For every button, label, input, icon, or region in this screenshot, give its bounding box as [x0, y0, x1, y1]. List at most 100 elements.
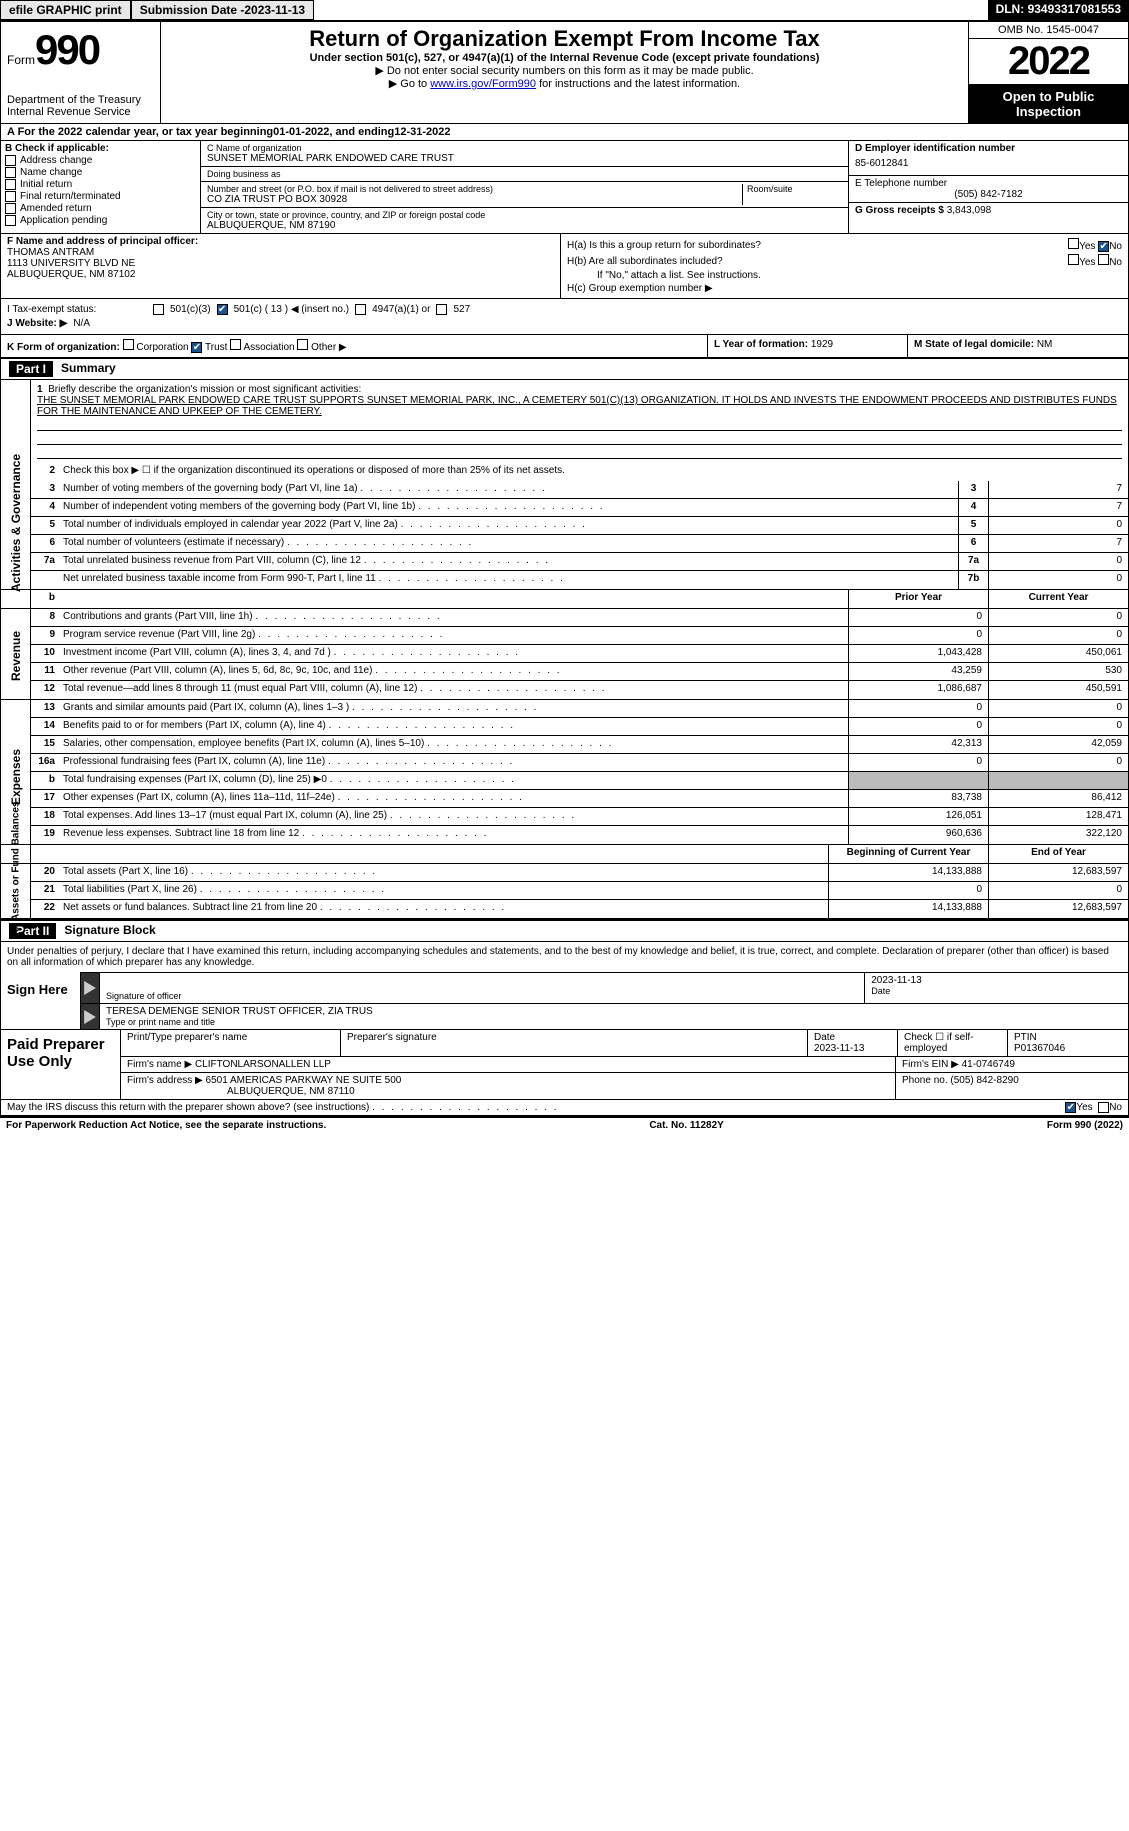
- row-text: Check this box ▶ ☐ if the organization d…: [59, 463, 1128, 481]
- row-num: 18: [31, 808, 59, 825]
- block-e: E Telephone number (505) 842-7182: [849, 176, 1128, 203]
- officer-name: THOMAS ANTRAM: [7, 247, 554, 258]
- row-val: 7: [988, 535, 1128, 552]
- checkbox-icon[interactable]: [1068, 238, 1079, 249]
- prep-sig-cell: Preparer's signature: [341, 1030, 808, 1056]
- row-prior-year: 42,313: [848, 736, 988, 753]
- dln-value: 93493317081553: [1028, 2, 1121, 16]
- chk-amended-return[interactable]: Amended return: [5, 203, 196, 214]
- prep-name-lbl: Print/Type preparer's name: [127, 1032, 334, 1043]
- row-text: Revenue less expenses. Subtract line 18 …: [59, 826, 848, 844]
- col-b: B Check if applicable: Address change Na…: [1, 141, 201, 233]
- chk-application-pending[interactable]: Application pending: [5, 215, 196, 226]
- row-num: 19: [31, 826, 59, 844]
- row-val: 7: [988, 481, 1128, 498]
- no-label: No: [1109, 257, 1122, 268]
- state-domicile: NM: [1037, 339, 1053, 350]
- row-current-year: [988, 772, 1128, 789]
- row-current-year: 0: [988, 627, 1128, 644]
- sig-table: Sign Here Signature of officer 2023-11-1…: [1, 972, 1128, 1029]
- rev-body: 8 Contributions and grants (Part VIII, l…: [31, 609, 1128, 699]
- checkbox-icon[interactable]: [436, 304, 447, 315]
- firm-ein-lbl: Firm's EIN ▶: [902, 1059, 959, 1070]
- sidebar-activities: Activities & Governance: [1, 380, 31, 589]
- row-text: Net assets or fund balances. Subtract li…: [59, 900, 828, 918]
- line-a-begin: 01-01-2022: [273, 126, 329, 138]
- i-4947: 4947(a)(1) or: [372, 304, 430, 315]
- topbar: efile GRAPHIC print Submission Date - 20…: [0, 0, 1129, 20]
- summary-row: 2 Check this box ▶ ☐ if the organization…: [31, 463, 1128, 481]
- row-num: 22: [31, 900, 59, 918]
- row-current-year: 128,471: [988, 808, 1128, 825]
- row-current-year: 0: [988, 882, 1128, 899]
- h-a-answers: Yes ✔No: [1068, 238, 1122, 252]
- checkbox-icon[interactable]: [1068, 254, 1079, 265]
- checkbox-icon[interactable]: [1098, 1102, 1109, 1113]
- signature-block: Under penalties of perjury, I declare th…: [0, 942, 1129, 1030]
- checkbox-checked-icon[interactable]: ✔: [191, 342, 202, 353]
- checkbox-icon: [5, 155, 16, 166]
- chk-label: Address change: [20, 155, 92, 166]
- checkbox-icon[interactable]: [230, 339, 241, 350]
- street-value: CO ZIA TRUST PO BOX 30928: [207, 194, 742, 205]
- k-assoc: Association: [243, 342, 294, 353]
- sub3-pre: ▶ Go to: [389, 78, 430, 90]
- b-label: B Check if applicable:: [5, 143, 196, 154]
- row-num: [31, 571, 59, 589]
- summary-row: 6 Total number of volunteers (estimate i…: [31, 535, 1128, 553]
- department: Department of the Treasury Internal Reve…: [7, 94, 154, 118]
- paid-row-2: Firm's name ▶ CLIFTONLARSONALLEN LLP Fir…: [121, 1057, 1128, 1073]
- checkbox-icon[interactable]: [1098, 254, 1109, 265]
- rule-line: [37, 445, 1122, 459]
- h-b-answers: Yes No: [1068, 254, 1122, 268]
- row-prior-year: 960,636: [848, 826, 988, 844]
- dln: DLN: 93493317081553: [988, 0, 1129, 20]
- row-prior-year: 0: [828, 882, 988, 899]
- checkbox-checked-icon[interactable]: ✔: [1098, 241, 1109, 252]
- row-num: 5: [31, 517, 59, 534]
- summary-row: 8 Contributions and grants (Part VIII, l…: [31, 609, 1128, 627]
- chk-address-change[interactable]: Address change: [5, 155, 196, 166]
- chk-final-return[interactable]: Final return/terminated: [5, 191, 196, 202]
- sig-row-1: Signature of officer 2023-11-13 Date: [81, 972, 1128, 1003]
- row-text: Total number of individuals employed in …: [59, 517, 958, 534]
- block-klm: K Form of organization: Corporation ✔ Tr…: [0, 335, 1129, 358]
- net-body: 20 Total assets (Part X, line 16) 14,133…: [31, 864, 1128, 918]
- hdr-prior-year: Prior Year: [848, 590, 988, 608]
- firm-ein-cell: Firm's EIN ▶ 41-0746749: [896, 1057, 1128, 1072]
- checkbox-icon[interactable]: [153, 304, 164, 315]
- summary-row: 14 Benefits paid to or for members (Part…: [31, 718, 1128, 736]
- part-1-num: Part I: [9, 361, 53, 377]
- checkbox-icon[interactable]: [297, 339, 308, 350]
- row-num: 7a: [31, 553, 59, 570]
- row-text: Total liabilities (Part X, line 26): [59, 882, 828, 899]
- checkbox-checked-icon[interactable]: ✔: [217, 304, 228, 315]
- row-current-year: 0: [988, 718, 1128, 735]
- row-num: 20: [31, 864, 59, 881]
- irs-link[interactable]: www.irs.gov/Form990: [430, 78, 536, 90]
- net-hdr: Beginning of Current Year End of Year: [31, 845, 1128, 863]
- firm-addr-lbl: Firm's address ▶: [127, 1075, 203, 1086]
- submission-date: Submission Date - 2023-11-13: [131, 0, 314, 20]
- summary-row: 7a Total unrelated business revenue from…: [31, 553, 1128, 571]
- checkbox-icon[interactable]: [123, 339, 134, 350]
- chk-initial-return[interactable]: Initial return: [5, 179, 196, 190]
- row-num: 14: [31, 718, 59, 735]
- chk-name-change[interactable]: Name change: [5, 167, 196, 178]
- discuss-no: No: [1109, 1102, 1122, 1113]
- row-current-year: 0: [988, 700, 1128, 717]
- k-lbl: K Form of organization:: [7, 342, 120, 353]
- sig-date-lbl: Date: [871, 986, 1122, 996]
- row-box: 7a: [958, 553, 988, 570]
- row-num: 8: [31, 609, 59, 626]
- checkbox-icon[interactable]: [355, 304, 366, 315]
- footer-left: For Paperwork Reduction Act Notice, see …: [6, 1120, 326, 1131]
- efile-print-button[interactable]: efile GRAPHIC print: [0, 0, 131, 20]
- summary-row: 10 Investment income (Part VIII, column …: [31, 645, 1128, 663]
- row-current-year: 0: [988, 609, 1128, 626]
- summary-row: 22 Net assets or fund balances. Subtract…: [31, 900, 1128, 918]
- row-text: Program service revenue (Part VIII, line…: [59, 627, 848, 644]
- sign-here-label: Sign Here: [1, 972, 81, 1029]
- checkbox-checked-icon[interactable]: ✔: [1065, 1102, 1076, 1113]
- h-a: H(a) Is this a group return for subordin…: [567, 238, 1122, 252]
